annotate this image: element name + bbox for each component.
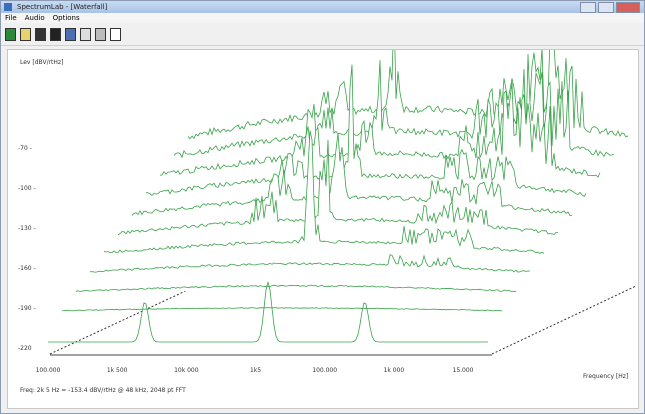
y-tick-label: -220 bbox=[18, 345, 32, 352]
tool-button[interactable] bbox=[5, 27, 16, 41]
maximize-button[interactable] bbox=[598, 2, 614, 13]
status-text: Freq: 2k 5 Hz = -153.4 dBV/rtHz @ 48 kHz… bbox=[20, 387, 186, 394]
y-tick-label: -130 - bbox=[18, 225, 36, 232]
spectrum-trace bbox=[48, 281, 488, 343]
depth-axis bbox=[49, 287, 193, 355]
tool-button[interactable] bbox=[95, 27, 106, 41]
spectrum-trace bbox=[117, 139, 558, 236]
tool-button[interactable] bbox=[50, 27, 61, 41]
menu-item[interactable]: Audio bbox=[24, 14, 45, 22]
y-tick-label: -70 - bbox=[18, 145, 32, 152]
tool-button[interactable] bbox=[80, 27, 91, 41]
waterfall-view: Lev [dBV/rtHz] Frequency [Hz] Freq: 2k 5… bbox=[18, 4, 637, 394]
menu-item[interactable]: Options bbox=[52, 14, 80, 22]
tool-button[interactable] bbox=[35, 27, 46, 41]
y-tick-label: -190 - bbox=[18, 305, 36, 312]
x-tick-label: 1k 000 bbox=[384, 367, 405, 374]
toolbar bbox=[1, 23, 644, 46]
tool-button[interactable] bbox=[65, 27, 76, 41]
close-button[interactable] bbox=[616, 2, 640, 13]
minimize-button[interactable] bbox=[580, 2, 596, 13]
spectrum-trace bbox=[187, 4, 629, 140]
menu-item[interactable]: File bbox=[5, 14, 17, 22]
menu-bar: File Audio Options bbox=[1, 13, 644, 23]
depth-axis bbox=[491, 285, 637, 355]
x-tick-label: 100.000 bbox=[312, 367, 337, 374]
spectrum-trace bbox=[131, 133, 573, 217]
tool-button[interactable] bbox=[20, 27, 31, 41]
plot-area: Lev [dBV/rtHz] Frequency [Hz] Freq: 2k 5… bbox=[7, 4, 639, 409]
x-tick-label: 1k5 bbox=[250, 367, 261, 374]
spectrum-trace bbox=[75, 284, 516, 293]
x-axis-label: Frequency [Hz] bbox=[583, 373, 628, 380]
spectrum-trace bbox=[89, 254, 531, 273]
x-tick-label: 100.000 bbox=[36, 367, 61, 374]
window-buttons bbox=[580, 2, 640, 13]
x-tick-label: 1k 500 bbox=[107, 367, 128, 374]
x-tick-label: 15.000 bbox=[453, 367, 474, 374]
y-tick-label: -100 - bbox=[18, 185, 36, 192]
y-tick-label: -160 - bbox=[18, 265, 36, 272]
app-icon bbox=[4, 3, 12, 11]
tool-button[interactable] bbox=[110, 27, 121, 41]
spectrum-trace bbox=[145, 64, 587, 197]
spectrum-trace bbox=[103, 130, 545, 254]
spectrum-trace bbox=[61, 307, 503, 312]
title-bar: SpectrumLab - [Waterfall] bbox=[1, 1, 644, 13]
y-axis-label: Lev [dBV/rtHz] bbox=[20, 59, 63, 66]
x-tick-label: 10k 000 bbox=[174, 367, 199, 374]
spectrum-trace bbox=[159, 82, 601, 178]
window-title: SpectrumLab - [Waterfall] bbox=[17, 3, 108, 11]
